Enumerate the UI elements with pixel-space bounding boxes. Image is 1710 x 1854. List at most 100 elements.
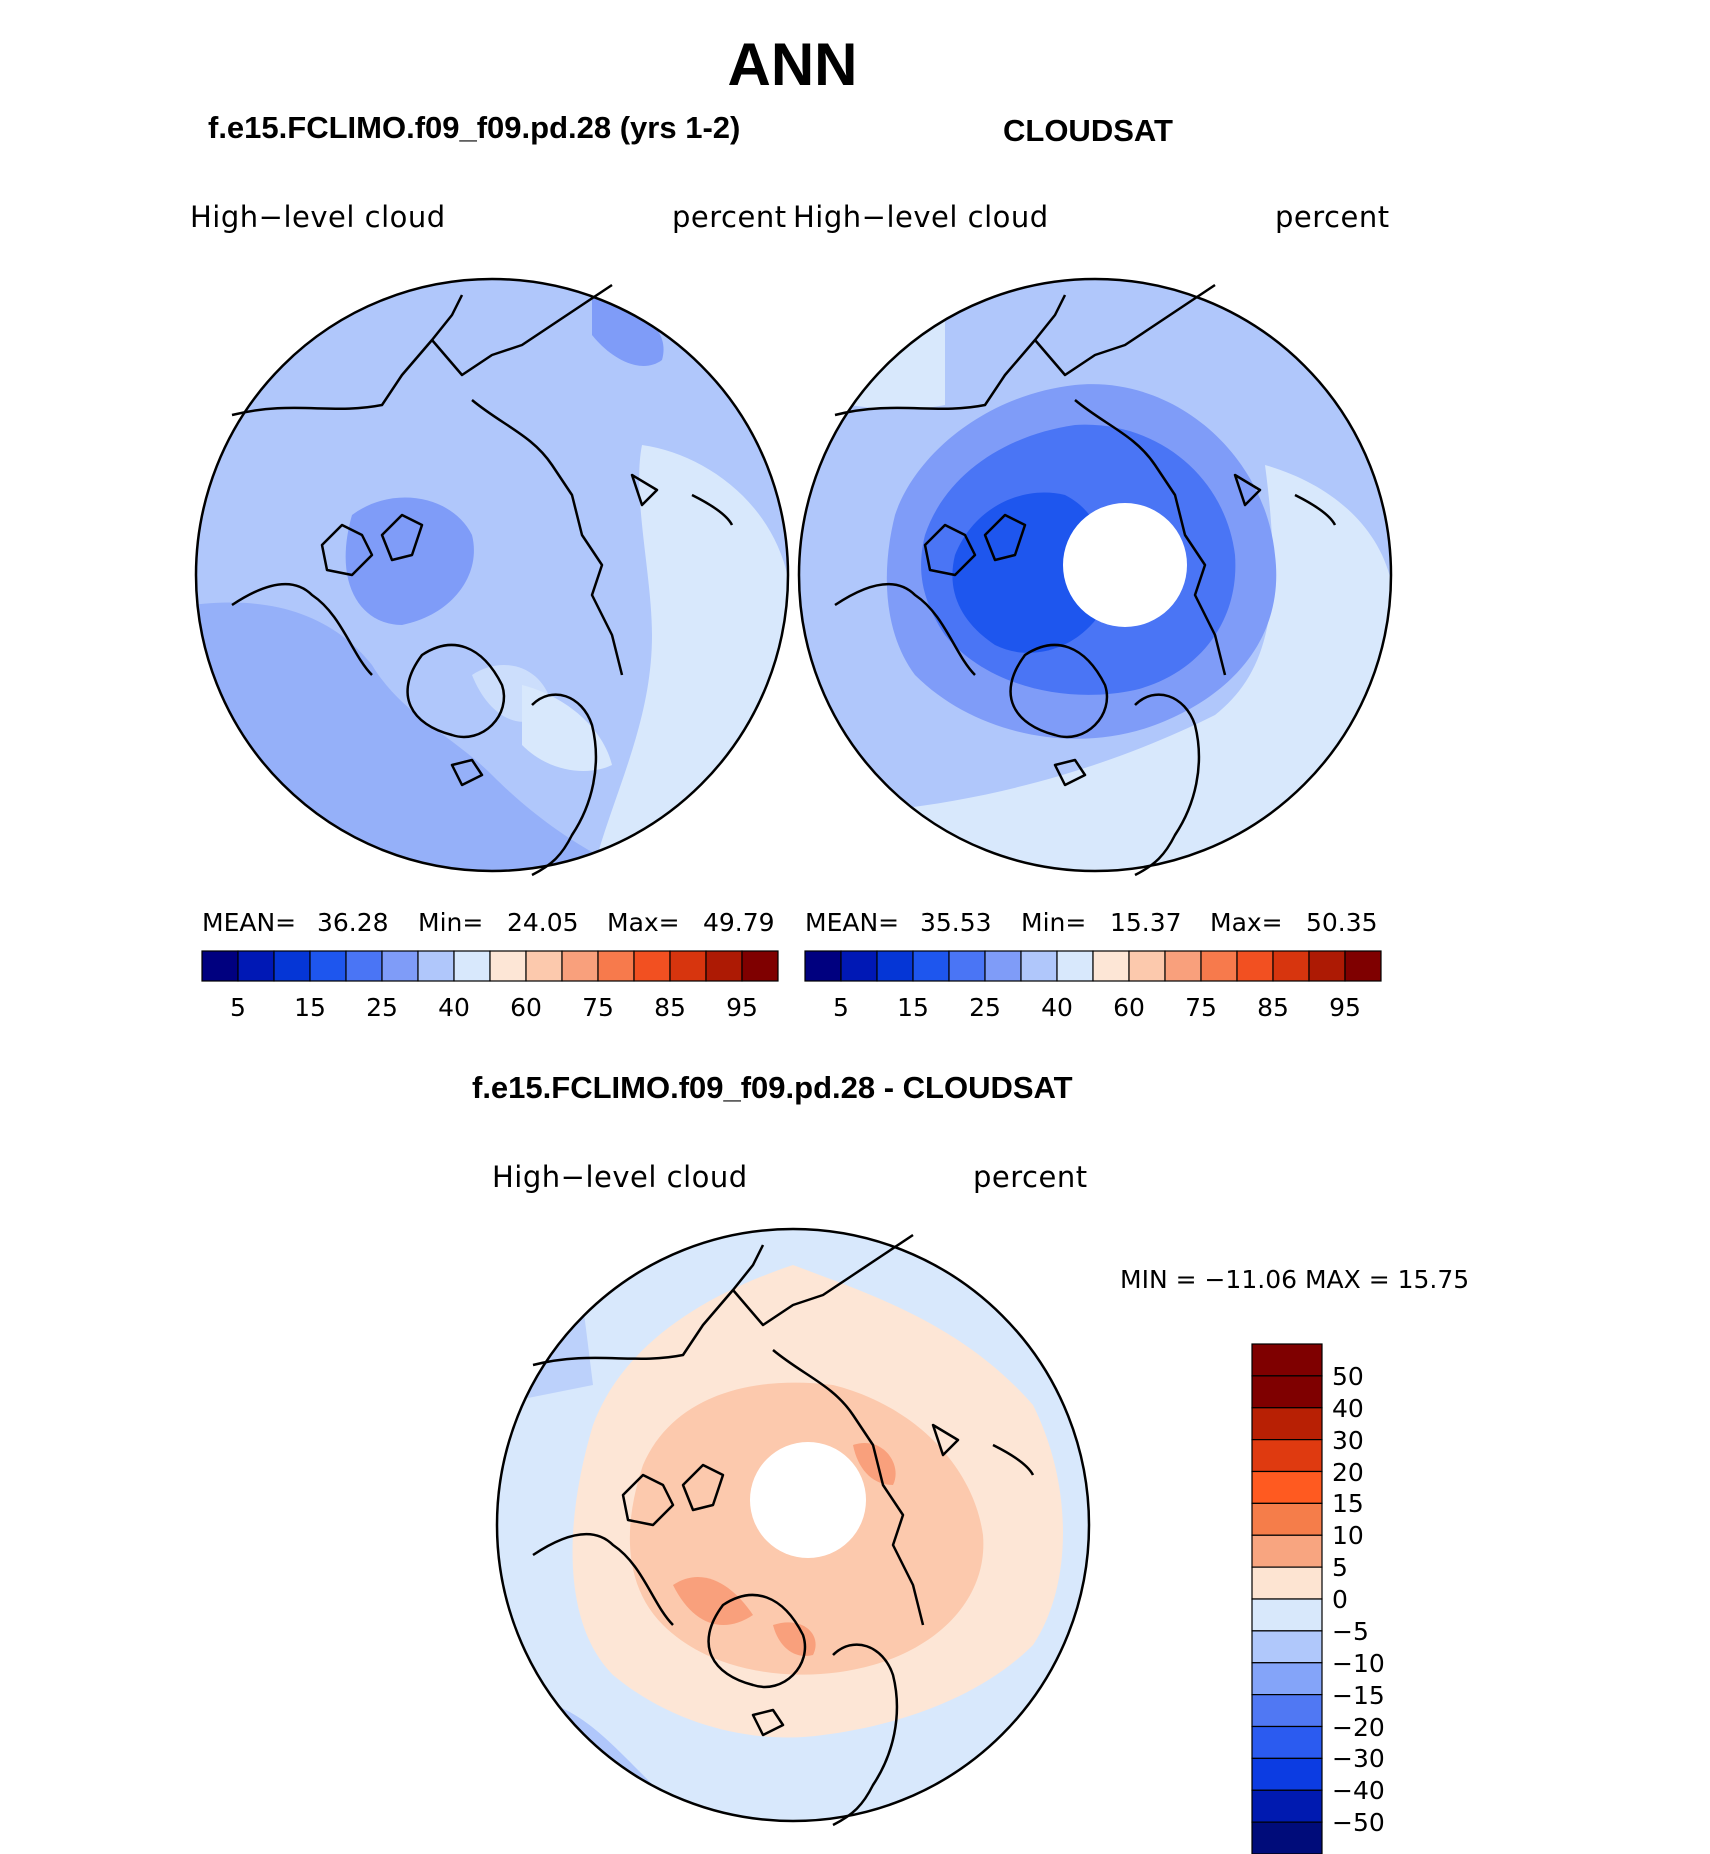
model-colorbar-tick-label: 15 — [294, 993, 326, 1022]
obs-colorbar-box — [840, 950, 878, 982]
obs-max-value: 50.35 — [1306, 908, 1378, 937]
obs-colorbar-box — [984, 950, 1022, 982]
diff-colorbar-box — [1251, 1534, 1323, 1568]
model-units-label: percent — [672, 200, 787, 234]
model-colorbar-box — [345, 950, 383, 982]
map-border — [495, 1227, 1091, 1823]
coastlines — [532, 1233, 1035, 1827]
diff-colorbar-box — [1251, 1502, 1323, 1536]
model-colorbar-box — [741, 950, 779, 982]
map-border — [797, 277, 1393, 873]
diff-colorbar-tick-label: −10 — [1332, 1648, 1385, 1678]
diff-colorbar-box — [1251, 1757, 1323, 1791]
diff-colorbar-tick-label: −15 — [1332, 1680, 1385, 1710]
diff-colorbar-tick-label: −50 — [1332, 1808, 1385, 1838]
diff-colorbar-tick-label: 30 — [1332, 1425, 1364, 1455]
model-colorbar-tick-label: 25 — [366, 993, 398, 1022]
obs-colorbar — [804, 950, 1382, 982]
missing-pole — [750, 1442, 866, 1558]
model-colorbar-tick-label: 95 — [726, 993, 758, 1022]
model-polar-map — [194, 277, 790, 877]
model-variable-label: High−level cloud — [190, 200, 446, 234]
model-colorbar-box — [201, 950, 239, 982]
diff-colorbar-box — [1251, 1662, 1323, 1696]
model-colorbar-tick-label: 5 — [230, 993, 246, 1022]
diff-colorbar-box — [1251, 1566, 1323, 1600]
model-colorbar-box — [705, 950, 743, 982]
diff-colorbar-tick-label: 0 — [1332, 1585, 1348, 1614]
obs-colorbar-tick-label: 95 — [1329, 993, 1361, 1022]
obs-mean-label: MEAN= — [805, 908, 900, 937]
obs-colorbar-box — [1236, 950, 1274, 982]
obs-colorbar-box — [876, 950, 914, 982]
diff-colorbar-box — [1251, 1439, 1323, 1473]
diff-colorbar-tick-label: −30 — [1332, 1744, 1385, 1774]
model-mean-label: MEAN= — [202, 908, 297, 937]
obs-colorbar-tick-label: 75 — [1185, 993, 1217, 1022]
model-colorbar-tick-label: 85 — [654, 993, 686, 1022]
main-title: ANN — [727, 31, 858, 98]
diff-colorbar-box — [1251, 1694, 1323, 1728]
diff-colorbar-tick-label: −20 — [1332, 1712, 1385, 1742]
obs-colorbar-box — [1128, 950, 1166, 982]
diff-colorbar-tick-label: 20 — [1332, 1457, 1364, 1487]
diff-colorbar-box — [1251, 1789, 1323, 1823]
model-colorbar-box — [273, 950, 311, 982]
model-colorbar-box — [525, 950, 563, 982]
diff-colorbar-box — [1251, 1470, 1323, 1504]
model-min-label: Min= — [418, 908, 484, 937]
model-mean-value: 36.28 — [317, 908, 389, 937]
model-colorbar-box — [669, 950, 707, 982]
obs-units-label: percent — [1275, 200, 1390, 234]
obs-colorbar-box — [1092, 950, 1130, 982]
model-colorbar-box — [381, 950, 419, 982]
obs-colorbar-tick-label: 25 — [969, 993, 1001, 1022]
diff-colorbar-box — [1251, 1343, 1323, 1377]
obs-polar-map — [797, 277, 1393, 877]
obs-colorbar-tick-label: 85 — [1257, 993, 1289, 1022]
diff-colorbar-tick-label: −40 — [1332, 1776, 1385, 1806]
obs-colorbar-box — [804, 950, 842, 982]
obs-colorbar-box — [1272, 950, 1310, 982]
model-colorbar-box — [453, 950, 491, 982]
model-colorbar-box — [489, 950, 527, 982]
obs-max-label: Max= — [1210, 908, 1283, 937]
diff-colorbar-tick-label: 10 — [1332, 1521, 1364, 1551]
diff-title: f.e15.FCLIMO.f09_f09.pd.28 - CLOUDSAT — [472, 1070, 1073, 1105]
diff-colorbar-tick-label: −5 — [1332, 1616, 1369, 1646]
obs-colorbar-box — [1164, 950, 1202, 982]
diff-colorbar-box — [1251, 1821, 1323, 1854]
obs-colorbar-box — [912, 950, 950, 982]
diff-colorbar-box — [1251, 1375, 1323, 1409]
obs-mean-value: 35.53 — [920, 908, 992, 937]
model-case-title: f.e15.FCLIMO.f09_f09.pd.28 (yrs 1-2) — [208, 110, 741, 145]
obs-min-label: Min= — [1021, 908, 1087, 937]
model-colorbar-tick-label: 60 — [510, 993, 542, 1022]
model-colorbar-tick-label: 40 — [438, 993, 470, 1022]
model-colorbar-box — [237, 950, 275, 982]
diff-colorbar-tick-label: 50 — [1332, 1361, 1364, 1391]
obs-min-value: 15.37 — [1110, 908, 1182, 937]
obs-colorbar-box — [948, 950, 986, 982]
diff-colorbar-tick-label: 15 — [1332, 1489, 1364, 1519]
diff-colorbar-box — [1251, 1598, 1323, 1632]
model-colorbar-box — [417, 950, 455, 982]
coastlines — [834, 283, 1337, 877]
obs-colorbar-box — [1200, 950, 1238, 982]
model-max-value: 49.79 — [703, 908, 775, 937]
model-min-value: 24.05 — [507, 908, 579, 937]
model-max-label: Max= — [607, 908, 680, 937]
diff-colorbar-box — [1251, 1630, 1323, 1664]
obs-case-title: CLOUDSAT — [1003, 113, 1173, 148]
model-colorbar-box — [597, 950, 635, 982]
diff-units-label: percent — [973, 1160, 1088, 1194]
diff-colorbar-box — [1251, 1407, 1323, 1441]
diff-minmax: MIN = −11.06 MAX = 15.75 — [1120, 1265, 1470, 1294]
map-border — [194, 277, 790, 873]
model-colorbar-box — [561, 950, 599, 982]
diff-colorbar-tick-label: 5 — [1332, 1553, 1348, 1583]
obs-colorbar-box — [1344, 950, 1382, 982]
diff-variable-label: High−level cloud — [492, 1160, 748, 1194]
model-colorbar-box — [309, 950, 347, 982]
model-colorbar — [201, 950, 779, 982]
